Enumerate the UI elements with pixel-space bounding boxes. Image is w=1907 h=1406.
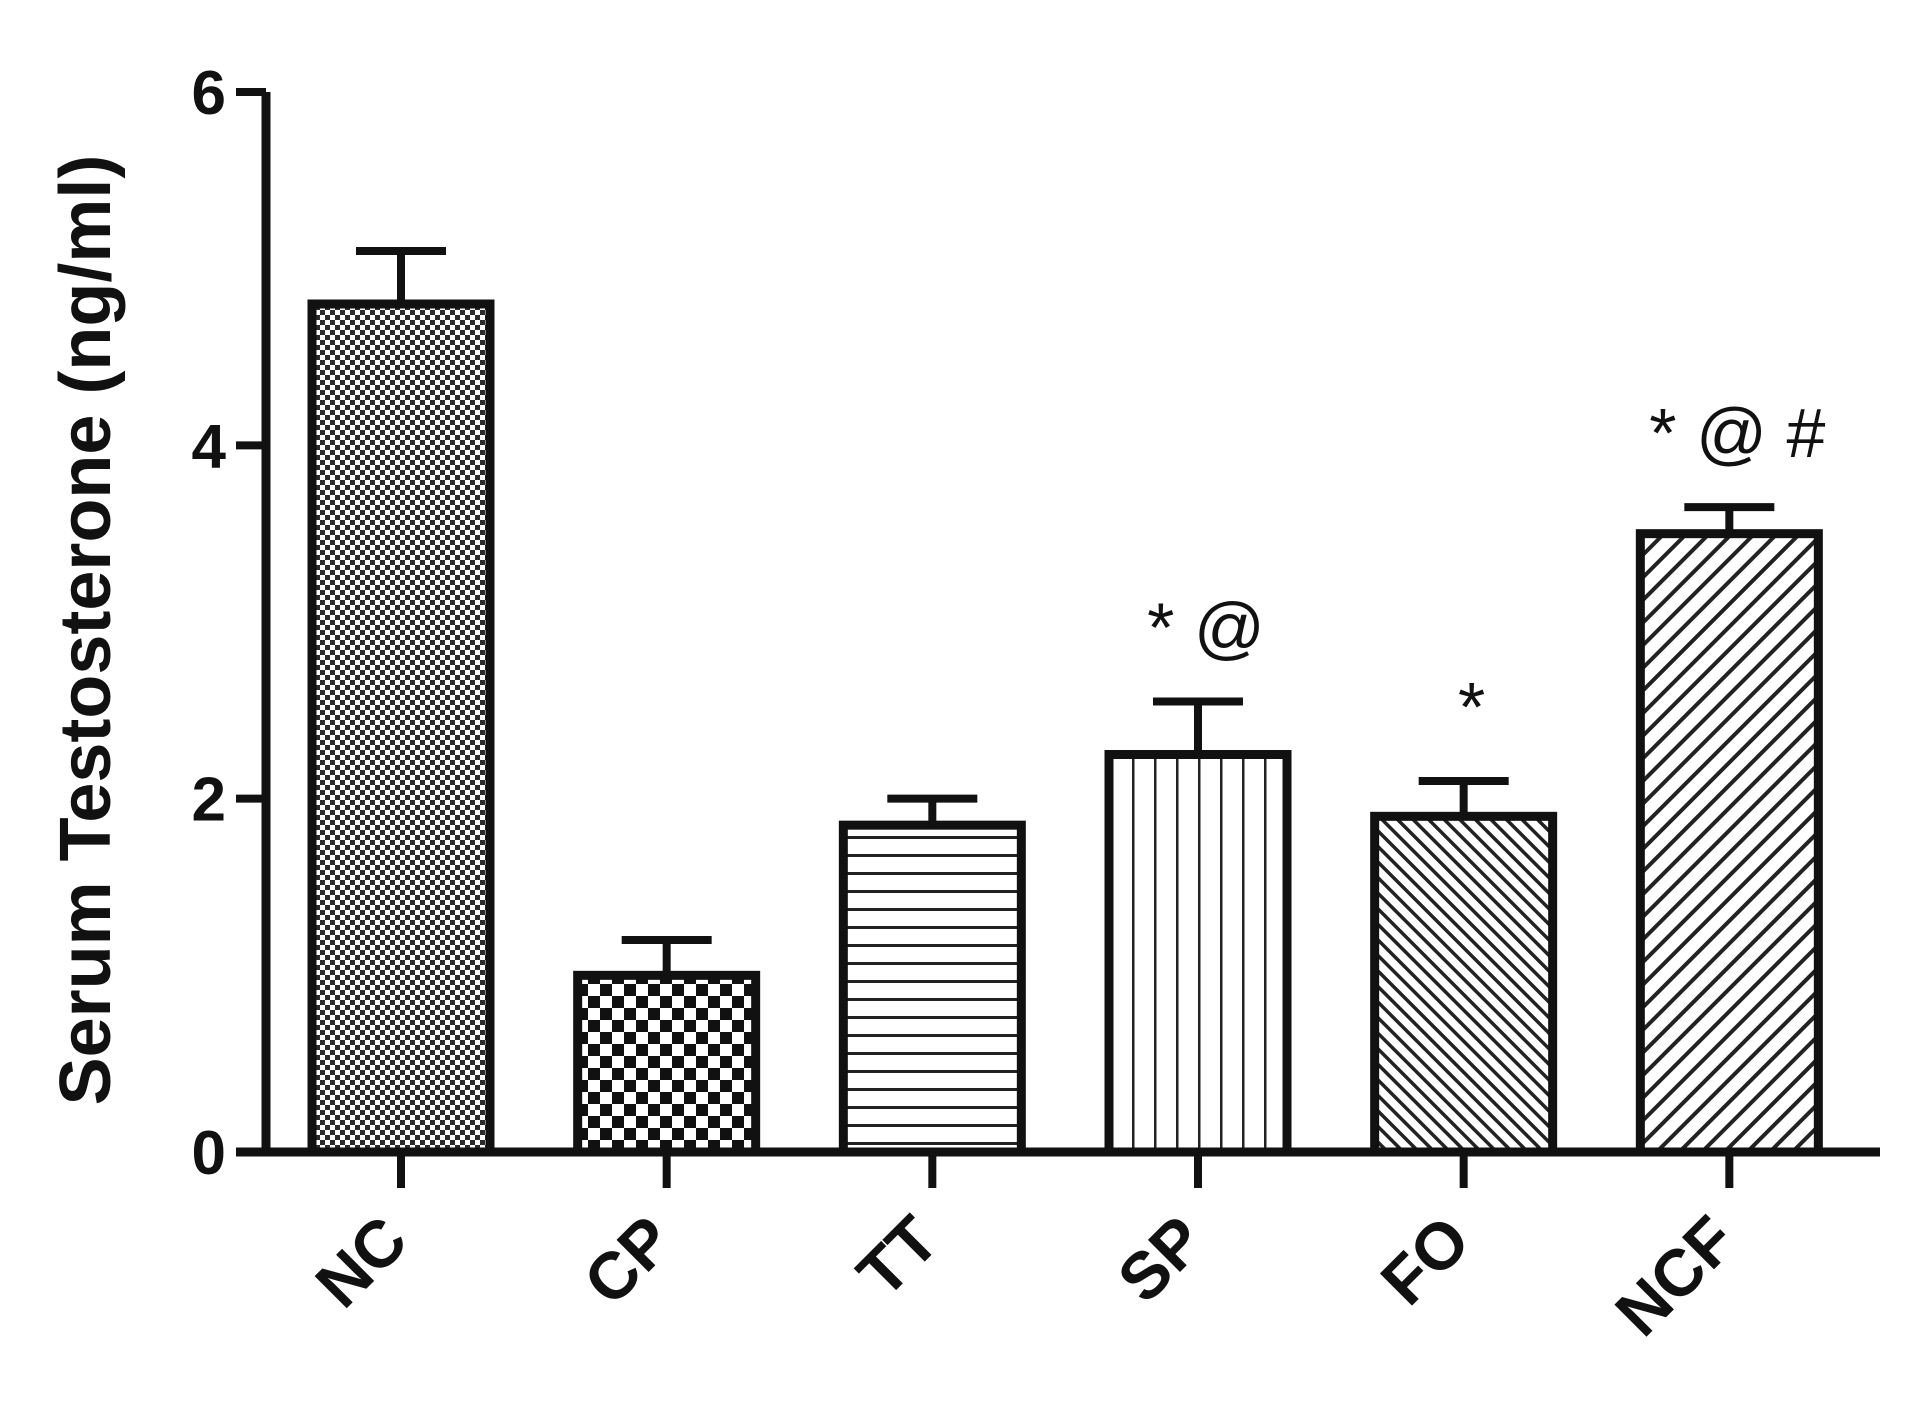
y-tick-label: 2 (192, 766, 226, 835)
x-tick-label: SP (1103, 1202, 1218, 1317)
bar (1104, 750, 1292, 1157)
x-tick-label: NCF (1601, 1202, 1749, 1350)
y-axis-label: Serum Testosterone (ng/ml) (46, 155, 126, 1106)
y-tick-label: 4 (192, 412, 227, 481)
bar (1635, 529, 1823, 1157)
bar (1370, 811, 1558, 1157)
significance-label: * @ (1147, 589, 1265, 667)
x-tick-label: CP (569, 1202, 686, 1319)
bar (838, 820, 1026, 1157)
significance-label: * @ # (1649, 394, 1825, 472)
significance-label: * (1458, 668, 1485, 746)
x-tick-label: TT (843, 1202, 952, 1311)
x-tick-label: NC (301, 1202, 421, 1322)
bar (307, 299, 495, 1157)
axes (236, 88, 1880, 1188)
y-tick-label: 6 (192, 59, 226, 128)
bar (573, 970, 761, 1157)
bars-group (307, 247, 1823, 1157)
y-tick-label: 0 (192, 1119, 226, 1188)
x-tick-label: FO (1366, 1202, 1483, 1319)
